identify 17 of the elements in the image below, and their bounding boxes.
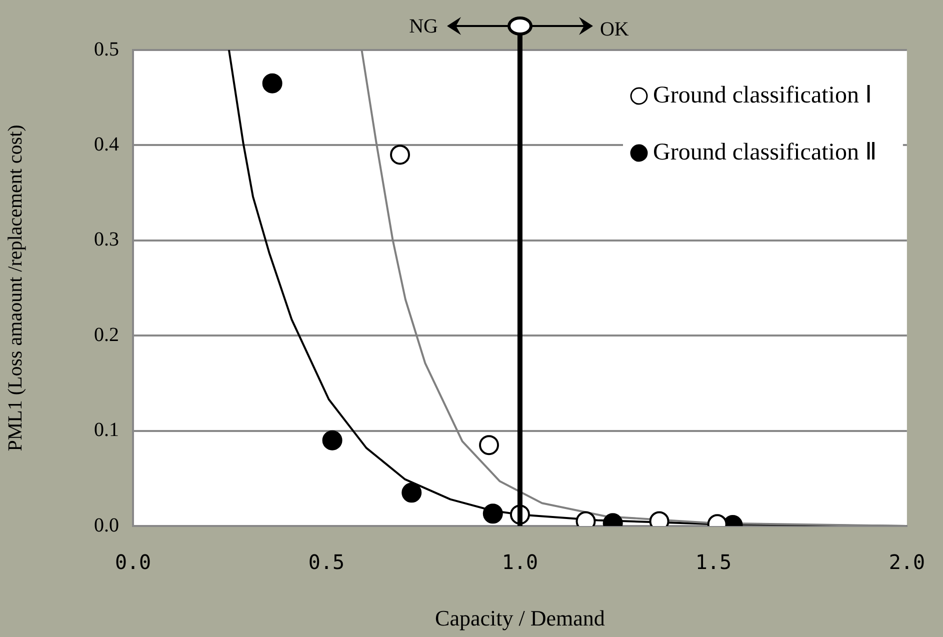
- text: NG: [409, 15, 438, 38]
- x-tick-label: 0.5: [308, 550, 345, 574]
- x-tick-label: 0.0: [114, 550, 152, 574]
- x-tick-label: 1.0: [502, 550, 538, 574]
- text: OK: [600, 18, 630, 40]
- x-axis-title: Capacity / Demand: [435, 606, 605, 631]
- legend-label: Ground classification Ⅱ: [652, 139, 877, 166]
- legend-label: Ground classification Ⅰ: [652, 82, 872, 108]
- y-axis-title: PML1 (Loss amaount /replacement cost): [4, 124, 26, 452]
- y-tick-label: 0.4: [94, 133, 119, 156]
- y-tick-label: 0.3: [94, 228, 119, 251]
- y-tick-label: 0.2: [94, 324, 119, 346]
- x-tick-label: 2.0: [888, 550, 925, 574]
- x-tick-label: 1.5: [695, 550, 732, 574]
- y-tick-label: 0.1: [94, 419, 119, 442]
- y-tick-label: 0.5: [94, 38, 119, 60]
- y-tick-label: 0.0: [94, 514, 119, 536]
